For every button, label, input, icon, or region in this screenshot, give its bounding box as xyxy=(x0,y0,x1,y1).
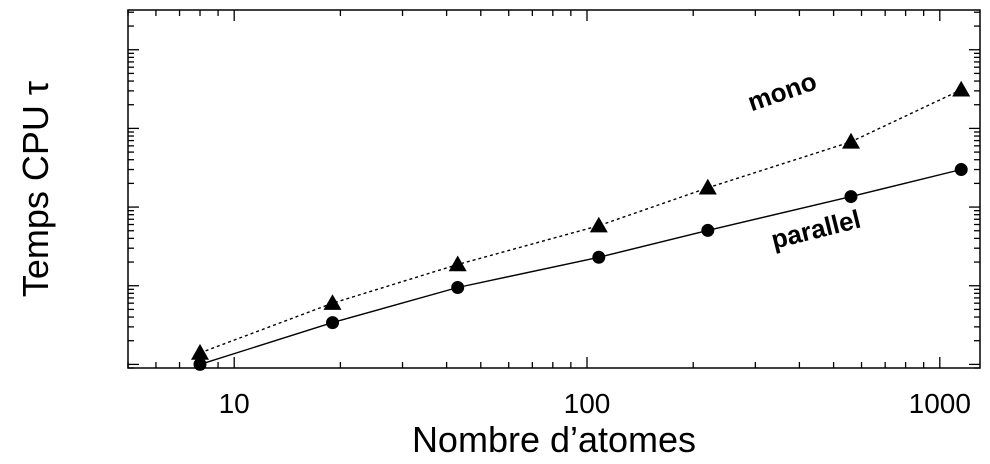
point-mono xyxy=(323,294,342,310)
tick-labels: 10 100 1000 xyxy=(219,388,971,419)
point-mono xyxy=(448,255,467,272)
point-mono xyxy=(698,178,717,195)
plot-frame xyxy=(127,9,981,369)
x-tick-label: 10 xyxy=(219,388,250,419)
x-tick-label: 1000 xyxy=(909,388,971,419)
point-mono xyxy=(589,216,608,233)
point-mono xyxy=(952,80,971,97)
point-parallel xyxy=(451,280,465,294)
point-mono xyxy=(842,132,860,149)
point-parallel xyxy=(954,163,968,177)
point-parallel xyxy=(326,316,340,330)
series-markers xyxy=(191,80,971,371)
point-parallel xyxy=(592,250,606,264)
series-label-mono: mono xyxy=(744,66,821,117)
x-axis-label: Nombre d’atomes xyxy=(412,419,696,460)
series-label-parallel: parallel xyxy=(768,204,864,255)
y-axis-label: Temps CPU τ xyxy=(15,81,56,297)
point-parallel xyxy=(844,190,858,204)
point-mono xyxy=(191,343,209,360)
x-tick-label: 100 xyxy=(564,388,611,419)
point-parallel xyxy=(701,223,715,237)
point-parallel xyxy=(193,357,207,371)
axis-ticks xyxy=(127,10,980,369)
